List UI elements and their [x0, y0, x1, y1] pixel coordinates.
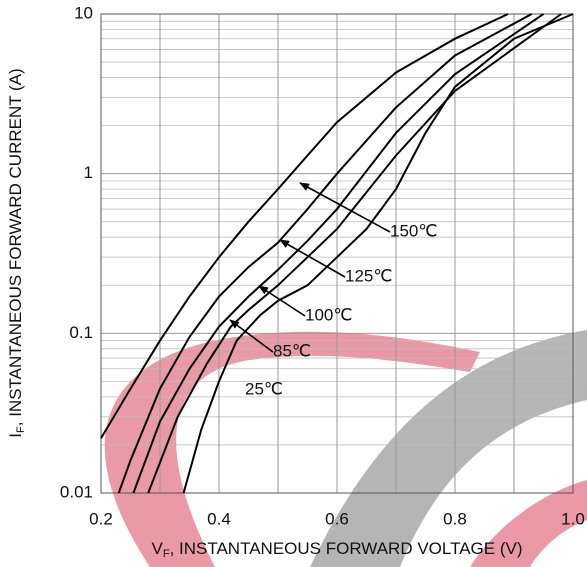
plot [100, 13, 574, 494]
annotation-arrow [258, 285, 306, 317]
series-label: 125℃ [345, 266, 392, 285]
series-label: 100℃ [305, 305, 352, 324]
y-axis-label-sub: F [15, 426, 27, 433]
y-tick-label: 1 [84, 163, 93, 182]
series-label: 85℃ [273, 341, 311, 360]
x-tick-label: 0.8 [443, 509, 467, 528]
y-axis-label: IF, INSTANTANEOUS FORWARD CURRENT (A) [6, 68, 26, 437]
watermark-arc [310, 330, 587, 567]
series-line [117, 13, 533, 494]
x-axis-label: VF, INSTANTANEOUS FORWARD VOLTAGE (V) [151, 539, 522, 559]
y-axis-label-rest: , INSTANTANEOUS FORWARD CURRENT (A) [6, 68, 25, 426]
x-axis-label-rest: , INSTANTANEOUS FORWARD VOLTAGE (V) [170, 539, 523, 558]
y-tick-label: 10 [74, 3, 93, 22]
plot-frame [100, 13, 574, 494]
y-tick-label: 0.01 [60, 482, 93, 501]
x-tick-label: 0.4 [207, 509, 231, 528]
x-axis-label-sub: F [163, 548, 170, 560]
series-line [132, 13, 545, 494]
series-line [182, 13, 574, 494]
y-axis-label-main: I [6, 433, 25, 438]
annotation-arrow [299, 182, 391, 233]
watermark-arc [104, 331, 481, 567]
x-tick-label: 1.0 [561, 509, 585, 528]
series-label: 150℃ [390, 221, 437, 240]
grid [100, 13, 574, 494]
watermark-arc [470, 480, 587, 567]
watermark [104, 330, 587, 567]
series-line [147, 13, 562, 494]
annotation-arrow [229, 319, 274, 353]
series-label: 25℃ [245, 379, 283, 398]
x-tick-label: 0.2 [89, 509, 113, 528]
y-tick-label: 0.1 [69, 323, 93, 342]
x-axis-label-main: V [151, 539, 163, 558]
series-line [100, 13, 509, 439]
x-tick-label: 0.6 [325, 509, 349, 528]
annotation-arrow [279, 239, 346, 278]
